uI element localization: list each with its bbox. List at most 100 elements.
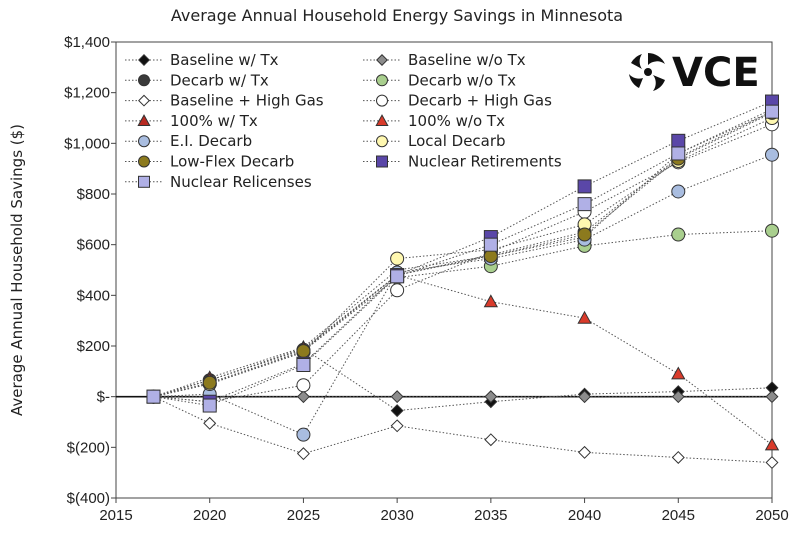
series-line bbox=[153, 112, 773, 398]
legend-marker bbox=[138, 54, 150, 66]
series-line bbox=[153, 111, 773, 407]
y-tick-label: $200 bbox=[77, 338, 110, 355]
legend-label: Nuclear Retirements bbox=[408, 153, 562, 171]
legend-label: Baseline + High Gas bbox=[170, 92, 324, 110]
data-point bbox=[390, 269, 405, 284]
legend-item: E.I. Decarb bbox=[125, 132, 252, 150]
legend-marker bbox=[138, 74, 150, 87]
data-point bbox=[765, 104, 779, 119]
legend-marker bbox=[138, 94, 150, 107]
data-point bbox=[202, 398, 217, 413]
x-tick-label: 2045 bbox=[662, 507, 695, 524]
legend-marker bbox=[138, 175, 150, 188]
legend-item: Decarb w/o Tx bbox=[363, 71, 516, 89]
legend-label: E.I. Decarb bbox=[170, 132, 252, 150]
data-point bbox=[671, 390, 685, 404]
data-point bbox=[577, 310, 592, 324]
data-point bbox=[203, 416, 217, 430]
legend-label: Nuclear Relicenses bbox=[170, 173, 312, 191]
legend-marker bbox=[375, 114, 389, 126]
data-point bbox=[578, 445, 592, 459]
data-point bbox=[390, 419, 404, 433]
data-point bbox=[765, 456, 779, 470]
legend-item: Baseline + High Gas bbox=[125, 92, 324, 110]
x-tick-label: 2030 bbox=[380, 507, 413, 524]
data-point bbox=[296, 447, 310, 461]
x-tick-label: 2035 bbox=[474, 507, 507, 524]
data-point bbox=[671, 450, 685, 464]
y-tick-label: $(200) bbox=[67, 439, 110, 456]
x-tick-label: 2050 bbox=[755, 507, 788, 524]
chart-title: Average Annual Household Energy Savings … bbox=[171, 6, 623, 25]
legend-label: Decarb w/ Tx bbox=[170, 71, 269, 89]
data-point bbox=[296, 427, 311, 442]
legend-label: Low-Flex Decarb bbox=[170, 153, 294, 171]
series-line bbox=[153, 101, 773, 403]
series-3 bbox=[146, 223, 779, 404]
vce-logo: VCE bbox=[629, 50, 760, 96]
data-point bbox=[765, 147, 779, 162]
series-line bbox=[153, 396, 773, 464]
series-line bbox=[153, 347, 773, 412]
series-0 bbox=[147, 342, 779, 418]
axes: $(400) $(200) $- $200 $400 $600 $800 $1,000 $1,2… bbox=[64, 34, 789, 524]
data-point bbox=[484, 390, 498, 404]
legend-marker bbox=[138, 155, 150, 168]
series-line bbox=[153, 117, 773, 398]
data-point bbox=[296, 358, 311, 372]
legend-label: Baseline w/ Tx bbox=[170, 51, 279, 69]
legend-marker bbox=[376, 135, 388, 148]
x-tick-label: 2020 bbox=[193, 507, 226, 524]
legend-label: Local Decarb bbox=[408, 132, 506, 150]
series-4 bbox=[147, 390, 779, 470]
data-point bbox=[671, 366, 686, 380]
y-tick-label: $1,000 bbox=[64, 135, 110, 152]
swirl-icon bbox=[629, 53, 665, 91]
series-12 bbox=[146, 104, 779, 413]
y-tick-label: $600 bbox=[77, 237, 110, 254]
legend-item: Nuclear Retirements bbox=[363, 153, 562, 171]
data-point bbox=[764, 437, 780, 451]
data-point bbox=[765, 390, 779, 404]
data-point bbox=[671, 184, 686, 199]
legend-item: 100% w/o Tx bbox=[363, 112, 505, 130]
legend-label: 100% w/ Tx bbox=[170, 112, 258, 130]
series-line bbox=[153, 154, 773, 436]
legend-marker bbox=[376, 94, 388, 107]
series-7 bbox=[146, 267, 780, 451]
data-point bbox=[390, 404, 404, 418]
data-point bbox=[765, 223, 779, 238]
legend-label: Decarb + High Gas bbox=[408, 92, 552, 110]
data-point bbox=[578, 390, 592, 404]
legend-marker bbox=[376, 54, 388, 66]
legend-marker bbox=[138, 135, 150, 148]
y-tick-label: $(400) bbox=[67, 490, 110, 507]
data-point bbox=[671, 133, 686, 148]
x-tick-label: 2015 bbox=[99, 507, 132, 524]
legend-item: Low-Flex Decarb bbox=[125, 153, 294, 171]
legend: Baseline w/ Tx Baseline w/o Tx Decarb w/ T… bbox=[125, 51, 562, 191]
legend-item: Local Decarb bbox=[363, 132, 506, 150]
x-tick-label: 2040 bbox=[568, 507, 601, 524]
data-point bbox=[146, 389, 161, 404]
data-point bbox=[577, 179, 592, 194]
legend-item: 100% w/ Tx bbox=[125, 112, 258, 130]
x-tick-label: 2025 bbox=[287, 507, 320, 524]
data-point bbox=[577, 227, 592, 242]
data-point bbox=[202, 375, 217, 390]
series-line bbox=[153, 274, 773, 446]
data-point bbox=[483, 294, 499, 308]
y-tick-label: $1,400 bbox=[64, 34, 110, 51]
legend-item: Nuclear Relicenses bbox=[125, 173, 312, 191]
legend-item: Baseline w/o Tx bbox=[363, 51, 526, 69]
y-tick-label: $- bbox=[97, 389, 110, 406]
series-layer bbox=[146, 94, 780, 470]
y-tick-label: $1,200 bbox=[64, 85, 110, 102]
data-point bbox=[296, 378, 311, 393]
series-line bbox=[153, 108, 773, 398]
data-point bbox=[296, 390, 310, 404]
legend-label: Decarb w/o Tx bbox=[408, 71, 516, 89]
legend-item: Decarb w/ Tx bbox=[125, 71, 269, 89]
data-point bbox=[483, 237, 498, 252]
